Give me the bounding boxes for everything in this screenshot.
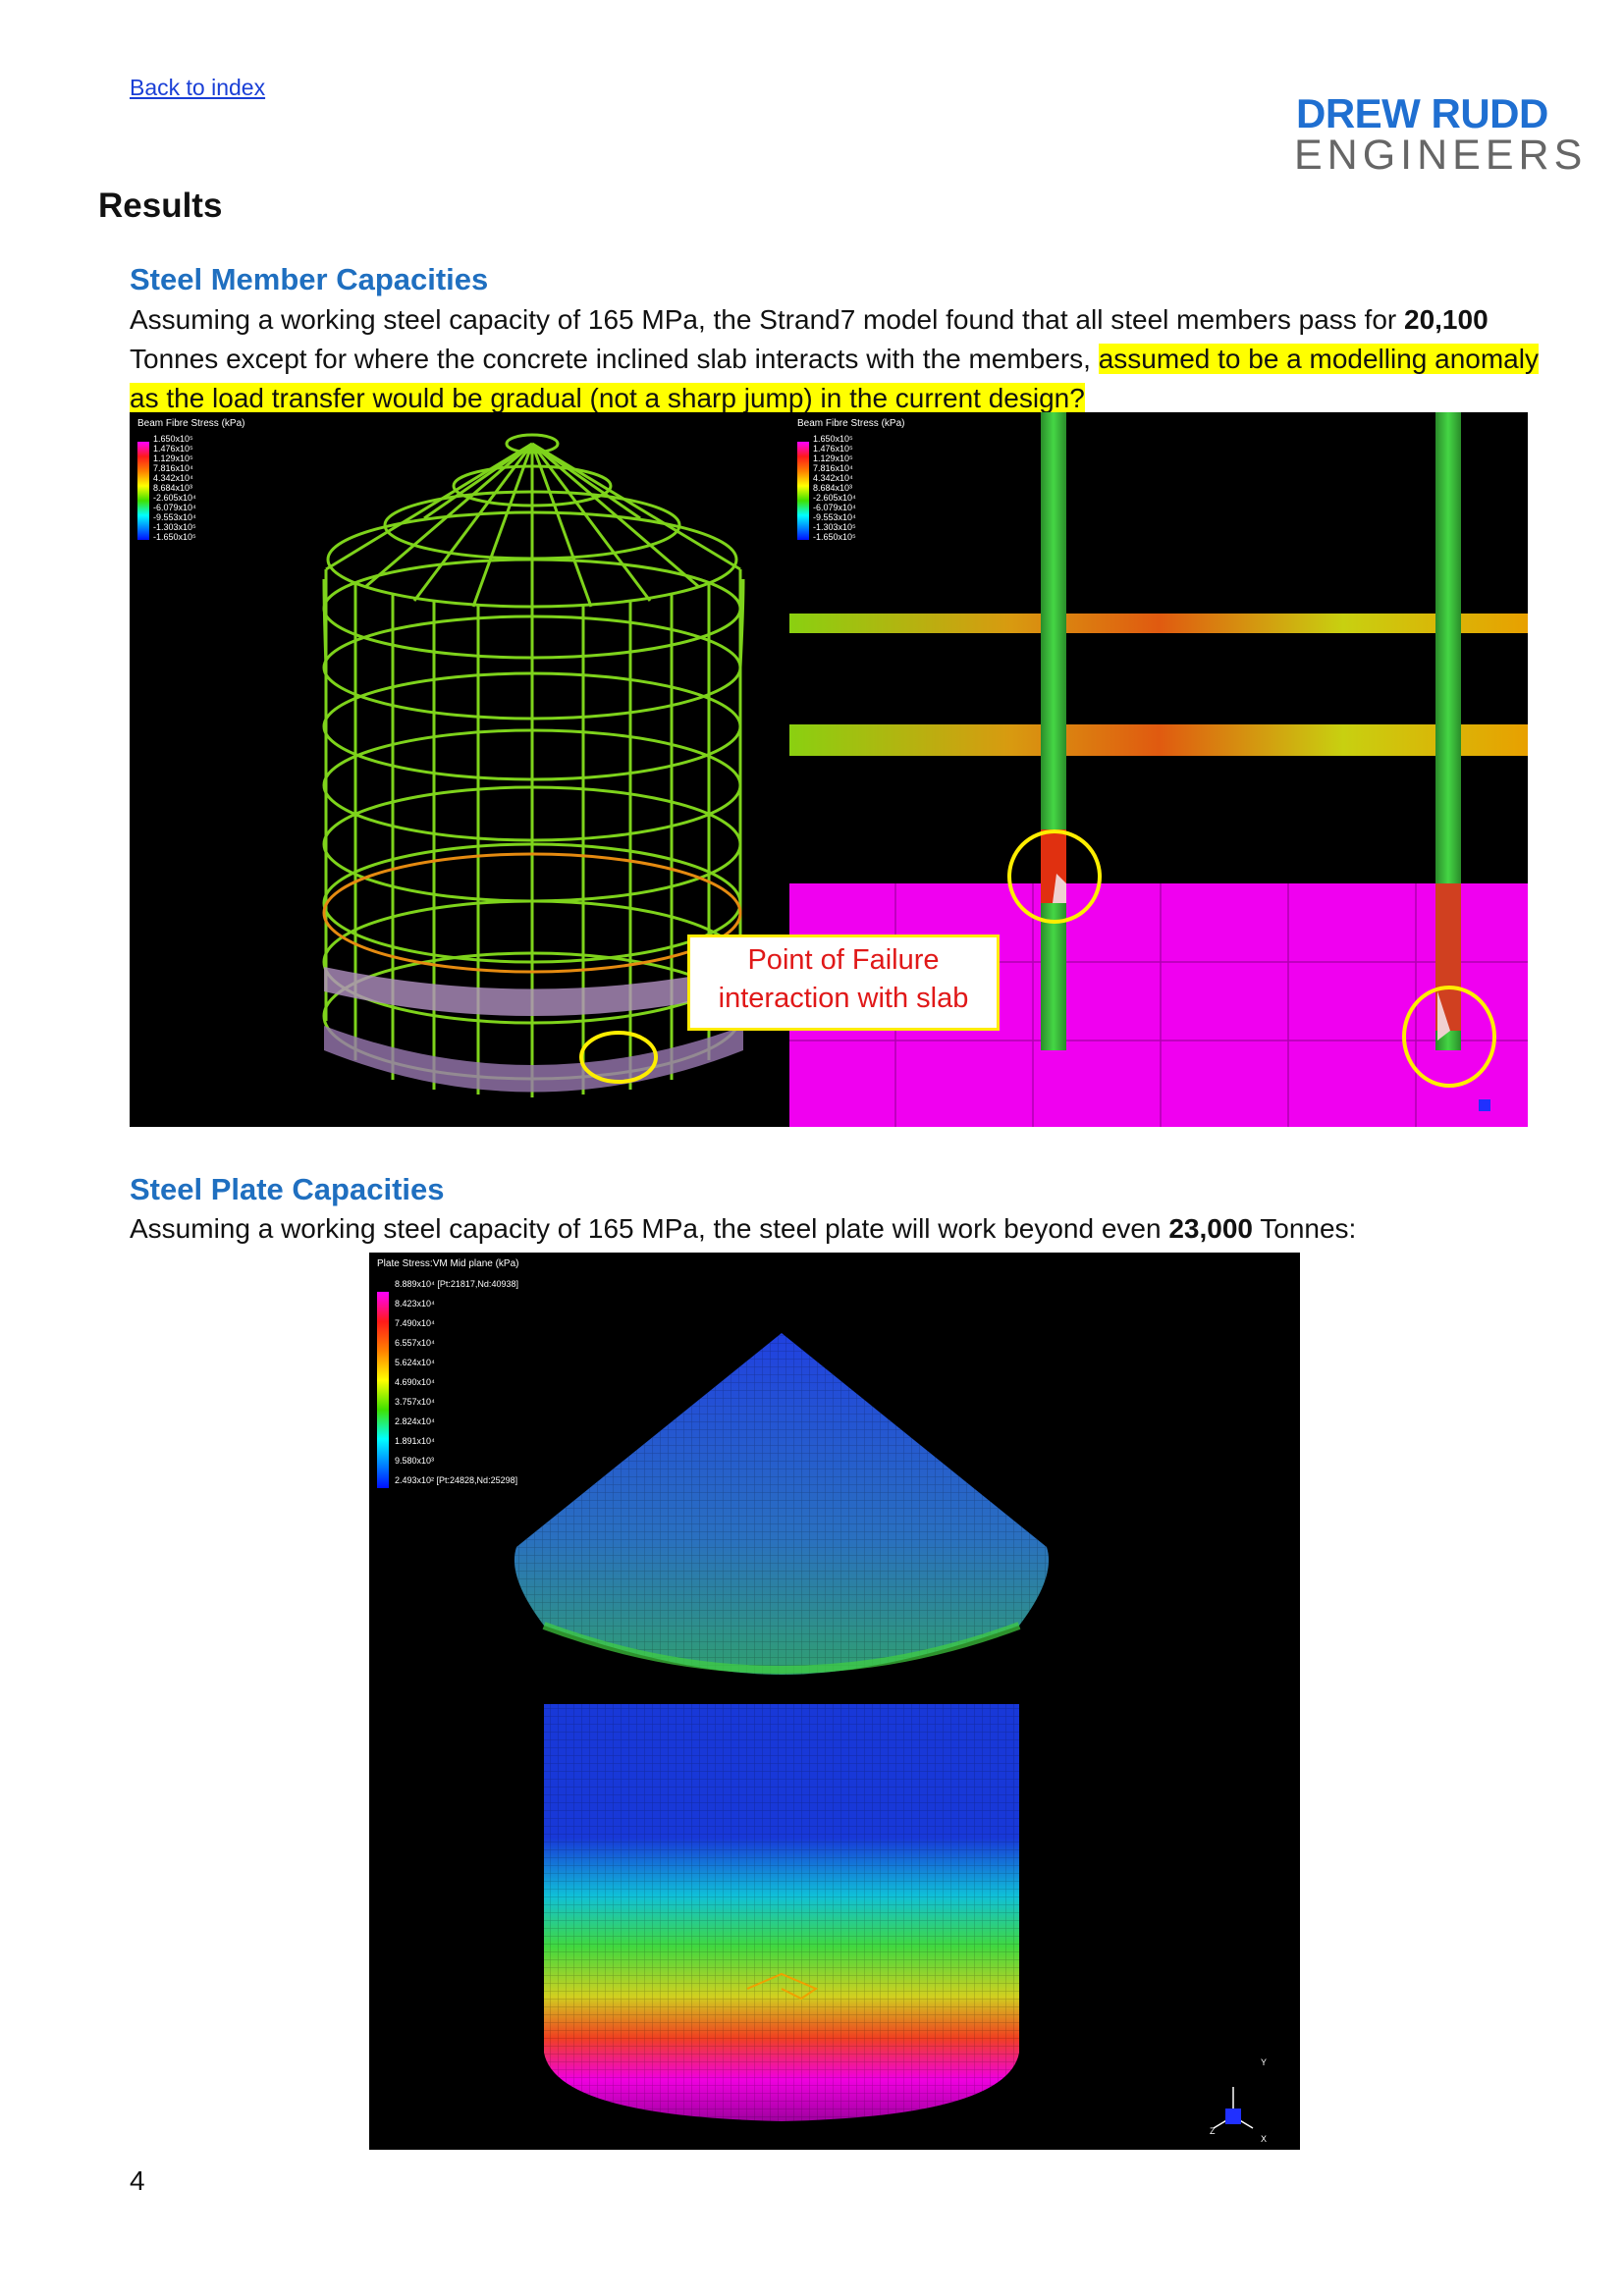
failure-callout: Point of Failure interaction with slab [687,934,1000,1031]
legend-title-right: Beam Fibre Stress (kPa) [797,418,905,429]
axis-label-z: Z [1210,2126,1216,2136]
legend-value: -6.079x10⁴ [153,503,196,512]
callout-line-2: interaction with slab [718,983,969,1014]
legend-value: 8.889x10⁴ [Pt:21817,Nd:40938] [395,1279,518,1289]
legend-value: -6.079x10⁴ [813,503,856,512]
legend-value: -1.303x10⁵ [813,522,856,532]
legend-value: 4.342x10⁴ [153,473,193,483]
legend-value: 9.580x10³ [395,1456,435,1466]
legend-value: 5.624x10⁴ [395,1358,435,1367]
legend-value: 7.816x10⁴ [813,463,853,473]
axis-label-x: X [1261,2134,1268,2144]
legend-value: 8.684x10³ [153,483,193,493]
legend-value: 3.757x10⁴ [395,1397,435,1407]
legend-values-right: 1.650x10⁵ 1.476x10⁵ 1.129x10⁵ 7.816x10⁴ … [813,434,856,542]
page-number: 4 [130,2165,145,2196]
plate-tonnes: 23,000 [1168,1213,1253,1244]
plate-legend-values: 8.889x10⁴ [Pt:21817,Nd:40938] 8.423x10⁴ … [395,1274,518,1490]
legend-title-left: Beam Fibre Stress (kPa) [137,418,245,429]
legend-value: 2.824x10⁴ [395,1416,435,1426]
legend-value: 1.476x10⁵ [153,444,193,454]
legend-value: 1.650x10⁵ [153,434,193,444]
legend-value: -1.650x10⁵ [813,532,856,542]
legend-value: -1.303x10⁵ [153,522,196,532]
plate-heading: Steel Plate Capacities [130,1172,445,1206]
legend-value: 1.476x10⁵ [813,444,853,454]
logo-drew-rudd: DREW RUDD [1296,90,1548,136]
section-title: Results [98,187,223,225]
callout-line-1: Point of Failure [747,944,940,976]
legend-value: 7.816x10⁴ [153,463,193,473]
legend-value: -2.605x10⁴ [813,493,856,503]
legend-value: 1.129x10⁵ [153,454,193,463]
member-heading: Steel Member Capacities [130,262,489,296]
legend-value: 1.891x10⁴ [395,1436,435,1446]
legend-value: 4.342x10⁴ [813,473,853,483]
legend-value: 8.684x10³ [813,483,853,493]
plate-paragraph: Assuming a working steel capacity of 165… [130,1213,1357,1244]
plate-legend-title: Plate Stress:VM Mid plane (kPa) [377,1258,519,1269]
legend-value: 4.690x10⁴ [395,1377,435,1387]
plate-stress-figure: Plate Stress:VM Mid plane (kPa) 8.889x10… [369,1253,1300,2150]
beam-stress-figure: Beam Fibre Stress (kPa) 1.650x10⁵ 1.476x… [130,412,1528,1127]
member-paragraph: Assuming a working steel capacity of 165… [130,304,1539,413]
member-tonnes: 20,100 [1404,304,1489,335]
legend-value: -1.650x10⁵ [153,532,196,542]
legend-value: 7.490x10⁴ [395,1318,435,1328]
legend-value: -2.605x10⁴ [153,493,196,503]
legend-value: 8.423x10⁴ [395,1299,435,1308]
legend-value: 6.557x10⁴ [395,1338,435,1348]
axis-label-y: Y [1261,2057,1268,2067]
legend-value: 1.650x10⁵ [813,434,853,444]
legend-value: -9.553x10⁴ [153,512,196,522]
plate-stress-render [377,1292,1254,2129]
legend-value: -9.553x10⁴ [813,512,856,522]
legend-value: 2.493x10² [Pt:24828,Nd:25298] [395,1475,518,1485]
legend-value: 1.129x10⁵ [813,454,853,463]
back-to-index-link[interactable]: Back to index [130,75,266,100]
legend-values-left: 1.650x10⁵ 1.476x10⁵ 1.129x10⁵ 7.816x10⁴ … [153,434,196,542]
logo-engineers: ENGINEERS [1294,132,1588,179]
